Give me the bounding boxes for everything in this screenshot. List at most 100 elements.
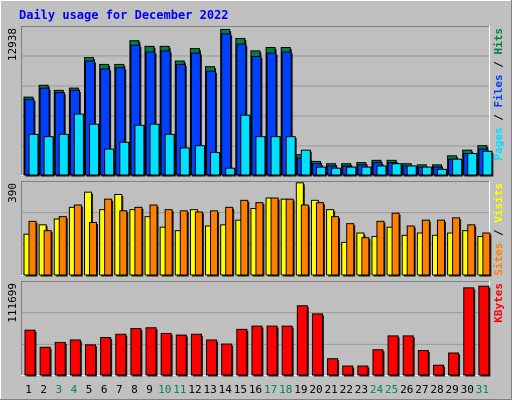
bar-kbytes bbox=[372, 349, 385, 377]
bar-kbytes bbox=[266, 325, 279, 377]
bar-pages bbox=[134, 124, 146, 177]
bar-pages bbox=[149, 123, 161, 177]
bar-sites bbox=[376, 220, 386, 277]
bar-sites bbox=[270, 197, 280, 277]
bar-sites bbox=[58, 216, 68, 277]
bar-pages bbox=[436, 168, 448, 177]
y-axis-label: Sites / Visits bbox=[492, 183, 505, 276]
y-max-label: 111699 bbox=[6, 283, 19, 323]
bar-sites bbox=[149, 204, 159, 277]
bar-sites bbox=[391, 212, 401, 277]
bar-pages bbox=[225, 167, 237, 177]
bar-pages bbox=[43, 136, 55, 177]
bar-pages bbox=[285, 136, 297, 177]
bar-pages bbox=[28, 133, 40, 177]
y-axis-label: Pages / Files / Hits bbox=[492, 28, 505, 161]
x-tick-label: 21 bbox=[325, 383, 338, 396]
bar-pages bbox=[73, 113, 85, 177]
y-axis-label-part: Pages bbox=[492, 127, 505, 160]
bar-pages bbox=[315, 166, 327, 177]
x-tick-label: 1 bbox=[25, 383, 32, 396]
x-tick-label: 17 bbox=[264, 383, 277, 396]
bar-sites bbox=[164, 209, 174, 277]
x-tick-label: 28 bbox=[430, 383, 443, 396]
x-tick-label: 7 bbox=[116, 383, 123, 396]
bar-sites bbox=[406, 225, 416, 277]
bar-pages bbox=[421, 166, 433, 177]
x-tick-label: 18 bbox=[279, 383, 292, 396]
bar-sites bbox=[104, 198, 114, 277]
y-max-label: 12938 bbox=[6, 28, 19, 61]
bar-sites bbox=[285, 198, 295, 277]
x-tick-label: 25 bbox=[385, 383, 398, 396]
bar-kbytes bbox=[236, 328, 249, 377]
bar-kbytes bbox=[296, 305, 309, 377]
bar-sites bbox=[315, 202, 325, 277]
bar-sites bbox=[89, 222, 99, 277]
bar-kbytes bbox=[85, 344, 98, 377]
bar-kbytes bbox=[100, 337, 113, 377]
x-tick-label: 16 bbox=[249, 383, 262, 396]
bar-files bbox=[221, 33, 233, 177]
y-axis-label-part: / bbox=[492, 108, 505, 128]
bar-kbytes bbox=[387, 335, 400, 377]
y-max-label: 390 bbox=[6, 183, 19, 203]
bar-sites bbox=[361, 237, 371, 277]
x-tick-label: 14 bbox=[219, 383, 233, 396]
bar-kbytes bbox=[24, 329, 37, 377]
bar-kbytes bbox=[342, 365, 355, 377]
x-tick-label: 27 bbox=[415, 383, 428, 396]
x-tick-label: 10 bbox=[158, 383, 171, 396]
x-tick-label: 8 bbox=[131, 383, 138, 396]
y-axis-label-part: / bbox=[492, 223, 505, 243]
bar-sites bbox=[452, 217, 462, 277]
bar-pages bbox=[194, 145, 206, 177]
bar-kbytes bbox=[463, 287, 476, 377]
bar-pages bbox=[376, 165, 388, 177]
bar-kbytes bbox=[206, 339, 219, 377]
x-tick-label: 13 bbox=[203, 383, 216, 396]
bar-sites bbox=[240, 199, 250, 277]
bar-pages bbox=[89, 123, 101, 177]
bar-pages bbox=[240, 114, 252, 177]
y-axis-label-part: / bbox=[492, 55, 505, 75]
x-tick-label: 12 bbox=[188, 383, 201, 396]
bar-kbytes bbox=[478, 285, 491, 377]
x-tick-label: 30 bbox=[461, 383, 474, 396]
bar-pages bbox=[391, 163, 403, 177]
bar-pages bbox=[467, 153, 479, 177]
bar-sites bbox=[467, 224, 477, 277]
bar-pages bbox=[58, 133, 70, 177]
x-tick-label: 9 bbox=[146, 383, 153, 396]
bar-sites bbox=[346, 223, 356, 277]
x-axis-labels: 1 2 3 4 5 6 7 8 9 10 11 12 13 14 15 16 17 18 19 20 21 22 23 24 2… bbox=[25, 383, 489, 396]
bar-pages bbox=[255, 136, 267, 177]
bar-sites bbox=[255, 202, 265, 277]
x-tick-label: 4 bbox=[71, 383, 78, 396]
bar-kbytes bbox=[175, 334, 188, 377]
x-tick-label: 15 bbox=[234, 383, 247, 396]
bar-sites bbox=[119, 210, 129, 277]
x-tick-label: 11 bbox=[173, 383, 186, 396]
y-axis-label-part: Hits bbox=[492, 28, 505, 55]
bar-pages bbox=[270, 136, 282, 177]
bar-kbytes bbox=[327, 358, 340, 377]
bar-sites bbox=[73, 204, 83, 277]
bar-pages bbox=[119, 141, 131, 177]
x-tick-label: 23 bbox=[355, 383, 368, 396]
bar-sites bbox=[28, 220, 38, 277]
bar-sites bbox=[225, 206, 235, 277]
bar-sites bbox=[331, 216, 341, 277]
bar-sites bbox=[482, 232, 492, 277]
bar-pages bbox=[406, 165, 418, 177]
bar-sites bbox=[43, 230, 53, 277]
bar-sites bbox=[134, 206, 144, 277]
chart-title: Daily usage for December 2022 bbox=[19, 8, 229, 22]
bar-sites bbox=[210, 210, 220, 277]
bar-kbytes bbox=[190, 333, 203, 377]
bar-pages bbox=[346, 166, 358, 177]
x-tick-label: 24 bbox=[370, 383, 384, 396]
x-tick-label: 3 bbox=[56, 383, 63, 396]
y-axis-label: KBytes bbox=[492, 283, 505, 323]
